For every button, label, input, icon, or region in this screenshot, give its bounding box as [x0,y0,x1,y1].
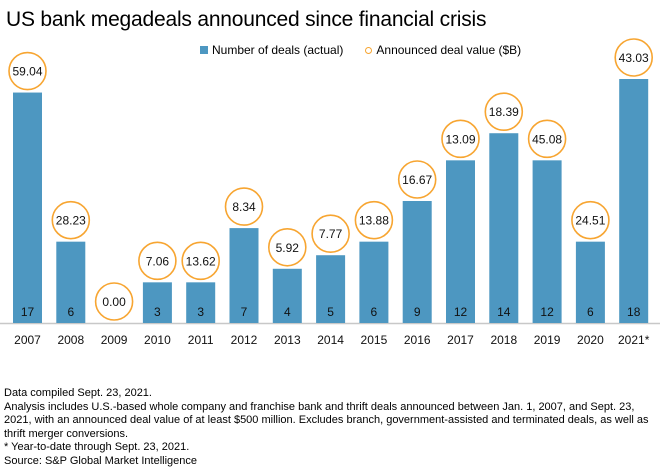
bar-2014 [316,255,346,323]
bar-2011 [186,282,216,323]
legend-item-deals: Number of deals (actual) [200,43,343,57]
value-label: 13.88 [359,214,389,228]
note-source: Source: S&P Global Market Intelligence [4,454,198,467]
note-ytd: * Year-to-date through Sept. 23, 2021. [4,441,190,454]
value-circle [311,214,350,254]
value-label: 16.67 [402,173,432,187]
bar-2017 [446,160,475,323]
bar-2016 [402,201,432,323]
bar-count-label: 6 [587,305,594,319]
bar-count-label: 17 [21,305,35,319]
value-label: 43.03 [619,51,649,65]
value-label: 13.62 [186,254,216,268]
value-circle [267,227,307,267]
value-label: 0.00 [102,295,126,309]
value-label: 28.23 [56,214,86,228]
value-circle [527,119,567,159]
bar-count-label: 14 [497,305,511,319]
bar-count-label: 3 [197,305,204,319]
x-tick-label: 2018 [490,333,517,347]
bar-2010 [142,282,172,323]
note-analysis: Analysis includes U.S.-based whole compa… [4,400,649,440]
chart-title: US bank megadeals announced since financ… [6,8,487,31]
value-circle [138,241,177,281]
x-tick-label: 2019 [534,333,561,347]
x-tick-label: 2007 [14,333,41,347]
bar-count-label: 5 [327,305,334,319]
x-tick-label: 2012 [231,333,258,347]
bar-2013 [272,268,302,323]
bar-count-label: 6 [371,305,378,319]
legend-circle-swatch-icon [365,46,373,54]
x-tick-label: 2016 [404,333,431,347]
x-tick-label: 2009 [101,333,128,347]
bar-count-label: 3 [154,305,161,319]
value-circle [224,187,264,226]
value-circle [94,282,134,321]
bar-2018 [489,133,519,323]
bar-2019 [532,160,562,323]
x-tick-label: 2021* [618,333,650,347]
value-circle [354,200,394,240]
bar-count-label: 12 [540,305,554,319]
value-circle [181,241,220,281]
value-label: 59.04 [12,65,42,79]
value-circle [397,160,437,199]
value-label: 5.92 [276,241,300,255]
x-tick-label: 2015 [361,333,388,347]
legend: Number of deals (actual) Announced deal … [200,43,543,57]
bar-2020 [575,241,605,323]
value-circle [484,92,524,132]
value-label: 8.34 [232,200,256,214]
bar-2015 [359,241,389,323]
bar-count-label: 7 [241,305,248,319]
x-tick-label: 2008 [57,333,84,347]
bar-2021 [619,79,649,323]
x-tick-label: 2014 [317,333,344,347]
x-tick-label: 2013 [274,333,301,347]
x-tick-label: 2017 [447,333,474,347]
x-tick-label: 2020 [577,333,604,347]
bar-count-label: 9 [414,305,421,319]
value-circle [51,200,91,240]
bar-count-label: 4 [284,305,291,319]
value-label: 13.09 [445,132,475,146]
value-label: 45.08 [532,132,562,146]
legend-label-value: Announced deal value ($B) [376,43,522,57]
legend-label-deals: Number of deals (actual) [212,43,344,57]
bar-count-label: 6 [67,305,74,319]
value-circle [8,51,47,91]
value-label: 18.39 [489,105,519,119]
value-label: 7.06 [146,254,170,268]
note-compiled: Data compiled Sept. 23, 2021. [4,387,152,399]
x-tick-label: 2010 [144,333,171,347]
legend-bar-swatch-icon [200,46,208,54]
chart-plot: 1759.042007628.23200800.00200937.0620103… [0,38,660,347]
chart-notes: Data compiled Sept. 23, 2021. Analysis i… [4,387,656,469]
x-tick-label: 2011 [188,333,214,347]
bar-2012 [229,228,259,323]
value-label: 7.77 [319,227,343,241]
legend-item-value: Announced deal value ($B) [365,43,521,57]
bar-2007 [13,92,42,323]
bar-2008 [56,241,86,323]
value-circle [441,119,480,159]
bar-count-label: 18 [627,305,641,319]
bar-count-label: 12 [454,305,468,319]
value-circle [571,200,610,240]
value-label: 24.51 [575,214,605,228]
value-circle [614,38,654,77]
